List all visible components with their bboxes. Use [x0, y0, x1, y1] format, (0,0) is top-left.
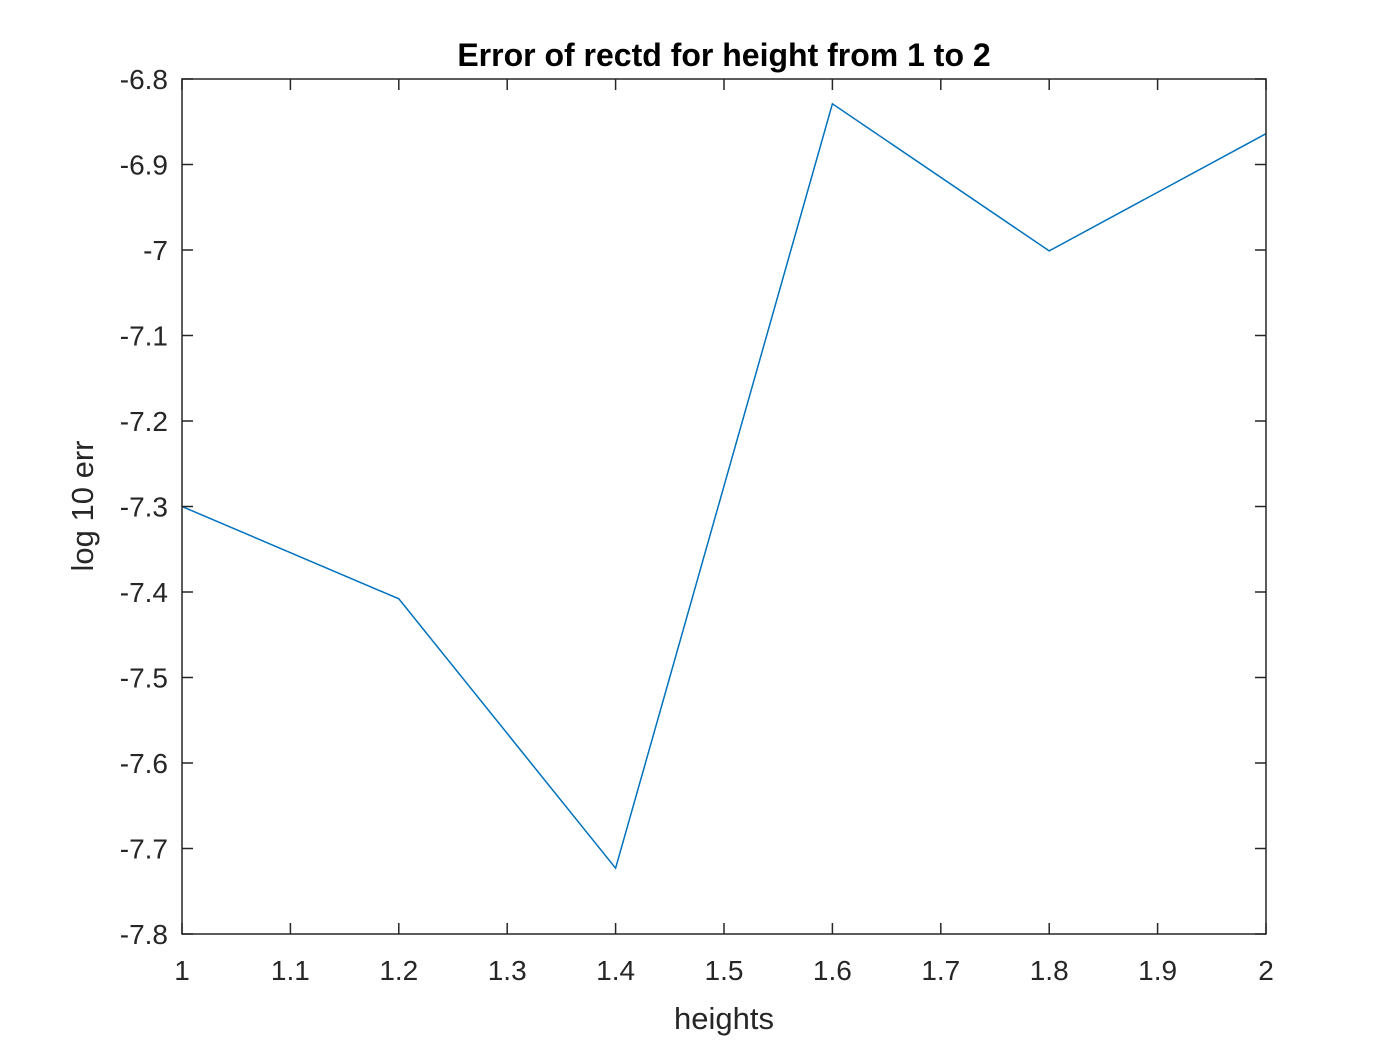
chart-title: Error of rectd for height from 1 to 2 [457, 37, 990, 73]
y-tick-label: -7.3 [120, 492, 168, 523]
y-tick-label: -7.2 [120, 406, 168, 437]
x-tick-label: 1 [174, 955, 190, 986]
y-tick-label: -7.6 [120, 748, 168, 779]
x-tick-label: 1.6 [813, 955, 852, 986]
series-line [181, 102, 1267, 870]
y-tick-label: -6.8 [120, 64, 168, 95]
y-tick-label: -7.5 [120, 663, 168, 694]
axes-box [181, 78, 1267, 935]
y-tick-label: -7.4 [120, 577, 168, 608]
x-tick-label: 1.4 [596, 955, 635, 986]
x-tick-label: 1.8 [1030, 955, 1069, 986]
y-tick-label: -7 [143, 235, 168, 266]
x-tick-label: 1.3 [488, 955, 527, 986]
y-tick-label: -7.1 [120, 321, 168, 352]
x-tick-labels: 1 1.1 1.2 1.3 1.4 1.5 1.6 1.7 1.8 1.9 2 [174, 955, 1274, 986]
x-tick-label: 1.1 [271, 955, 310, 986]
y-tick-label: -7.7 [120, 834, 168, 865]
y-axis-label: log 10 err [65, 441, 100, 572]
x-tick-label: 1.5 [705, 955, 744, 986]
x-tick-label: 2 [1258, 955, 1274, 986]
x-tick-label: 1.9 [1138, 955, 1177, 986]
x-tick-label: 1.2 [379, 955, 418, 986]
y-tick-label: -6.9 [120, 150, 168, 181]
plot-area [182, 79, 1266, 934]
x-axis-label: heights [674, 1001, 774, 1036]
x-tick-label: 1.7 [921, 955, 960, 986]
y-tick-label: -7.8 [120, 919, 168, 950]
y-tick-labels: -6.8 -6.9 -7 -7.1 -7.2 -7.3 -7.4 -7.5 -7.6 -7.7 -7… [120, 64, 168, 950]
